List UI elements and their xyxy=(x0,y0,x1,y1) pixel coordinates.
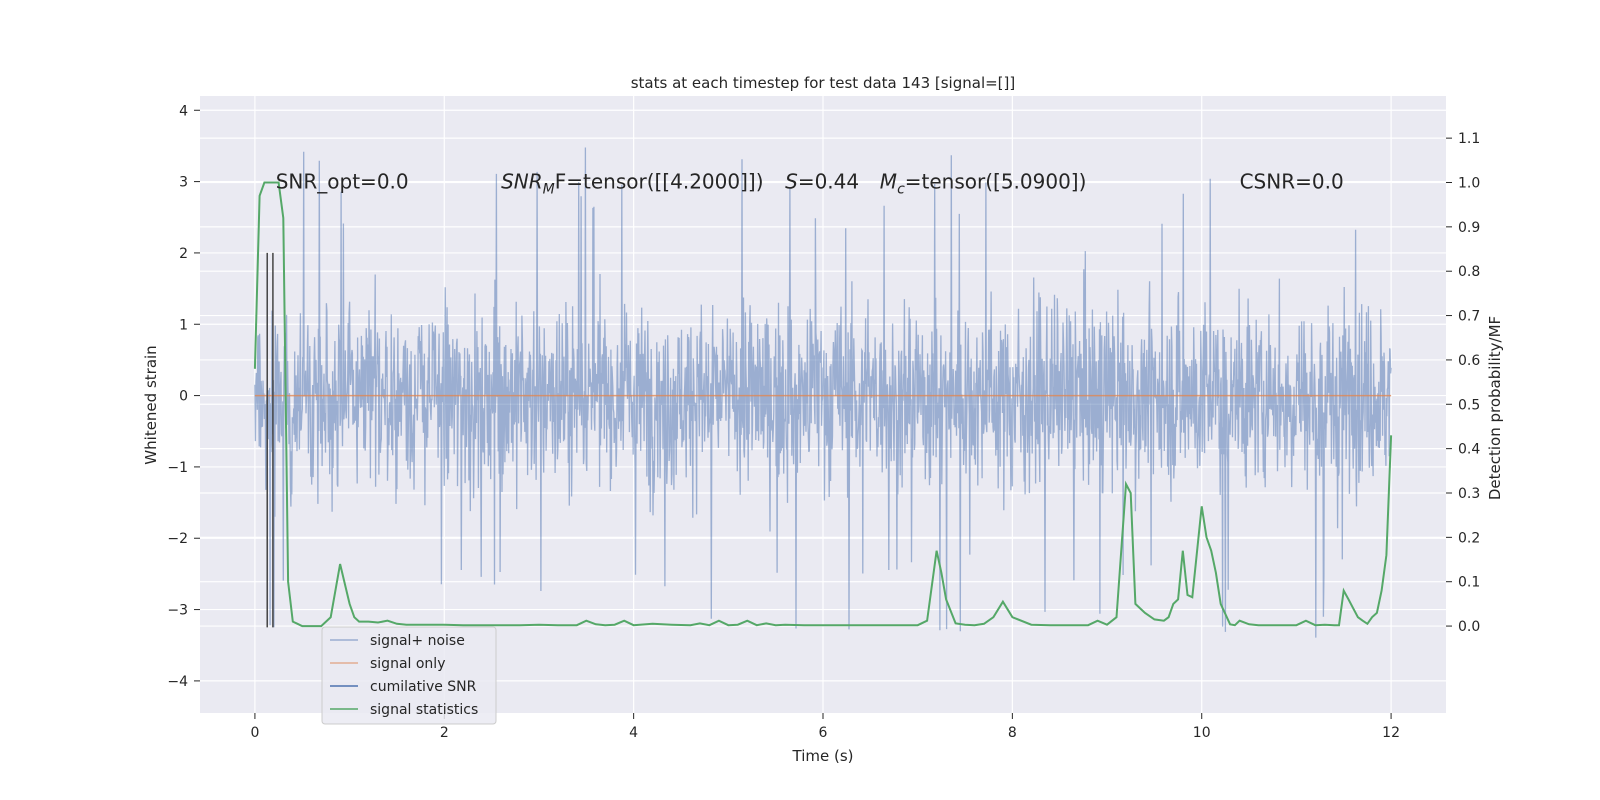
x-tick-label-4: 4 xyxy=(629,725,638,741)
y2-tick-label-1.0: 1.0 xyxy=(1458,175,1480,191)
legend-label-signal-statistics: signal statistics xyxy=(370,702,478,718)
signal-statistics-line xyxy=(253,181,1393,628)
x-tick-label-6: 6 xyxy=(819,725,828,741)
legend-label-signal-only: signal only xyxy=(370,656,445,672)
annotations: SNR_opt=0.0 SNRMF=tensor([[4.2000]]) S=0.4… xyxy=(276,170,1344,198)
y2-tick-label-0.7: 0.7 xyxy=(1458,309,1480,325)
y-tick-label-0: 0 xyxy=(179,389,188,405)
y2-tick-label-0.5: 0.5 xyxy=(1458,397,1480,413)
x-axis-label: Time (s) xyxy=(792,747,854,765)
y2-tick-label-0.4: 0.4 xyxy=(1458,442,1480,458)
x-tick-label-0: 0 xyxy=(250,725,259,741)
signal-noise-line xyxy=(254,147,1392,638)
y2-tick-label-0.3: 0.3 xyxy=(1458,486,1480,502)
legend-label-cumulative-snr: cumilative SNR xyxy=(370,679,477,695)
y2-tick-label-0.2: 0.2 xyxy=(1458,530,1480,546)
x-ticks: 0 2 4 6 8 10 12 xyxy=(250,713,1400,741)
y2-axis-label: Detection probability/MF xyxy=(1486,316,1504,500)
annotation-1: SNRMF=tensor([[4.2000]]) xyxy=(501,170,763,198)
y2-tick-label-0.9: 0.9 xyxy=(1458,220,1480,236)
y2-tick-label-0.0: 0.0 xyxy=(1458,619,1480,635)
legend-frame xyxy=(321,626,497,725)
y2-tick-label-0.1: 0.1 xyxy=(1458,575,1480,591)
y-tick-label--4: −4 xyxy=(167,674,188,690)
grid xyxy=(200,96,1446,713)
x-tick-label-2: 2 xyxy=(440,725,449,741)
y-ticks: −4 −3 −2 −1 0 1 2 3 4 xyxy=(167,103,200,690)
series-signal-noise xyxy=(254,147,1392,638)
x-tick-label-12: 12 xyxy=(1382,725,1400,741)
legend-label-signal-noise: signal+ noise xyxy=(370,633,465,649)
y-tick-label-1: 1 xyxy=(179,317,188,333)
y-tick-label-2: 2 xyxy=(179,246,188,262)
y-tick-label--2: −2 xyxy=(167,531,188,547)
legend: signal+ noise signal only cumilative SNR… xyxy=(321,626,497,725)
annotation-4: CSNR=0.0 xyxy=(1240,170,1344,194)
y2-tick-label-1.1: 1.1 xyxy=(1458,131,1480,147)
y2-tick-label-0.6: 0.6 xyxy=(1458,353,1480,369)
y-tick-label--1: −1 xyxy=(167,460,188,476)
annotation-2: S=0.44 xyxy=(785,170,859,194)
chart-title: stats at each timestep for test data 143… xyxy=(631,74,1016,92)
x-tick-label-10: 10 xyxy=(1193,725,1211,741)
y2-ticks: 0.0 0.1 0.2 0.3 0.4 0.5 0.6 0.7 0.8 0.9 1.0 1.1 xyxy=(1446,131,1480,635)
annotation-0: SNR_opt=0.0 xyxy=(276,170,409,194)
series-lines xyxy=(253,181,1393,628)
x-tick-label-8: 8 xyxy=(1008,725,1017,741)
y-tick-label--3: −3 xyxy=(167,603,188,619)
annotation-3: Mc=tensor([5.0900]) xyxy=(880,170,1087,198)
y2-tick-label-0.8: 0.8 xyxy=(1458,264,1480,280)
y-tick-label-4: 4 xyxy=(179,103,188,119)
y-tick-label-3: 3 xyxy=(179,175,188,191)
y-axis-label: Whitened strain xyxy=(142,345,160,464)
